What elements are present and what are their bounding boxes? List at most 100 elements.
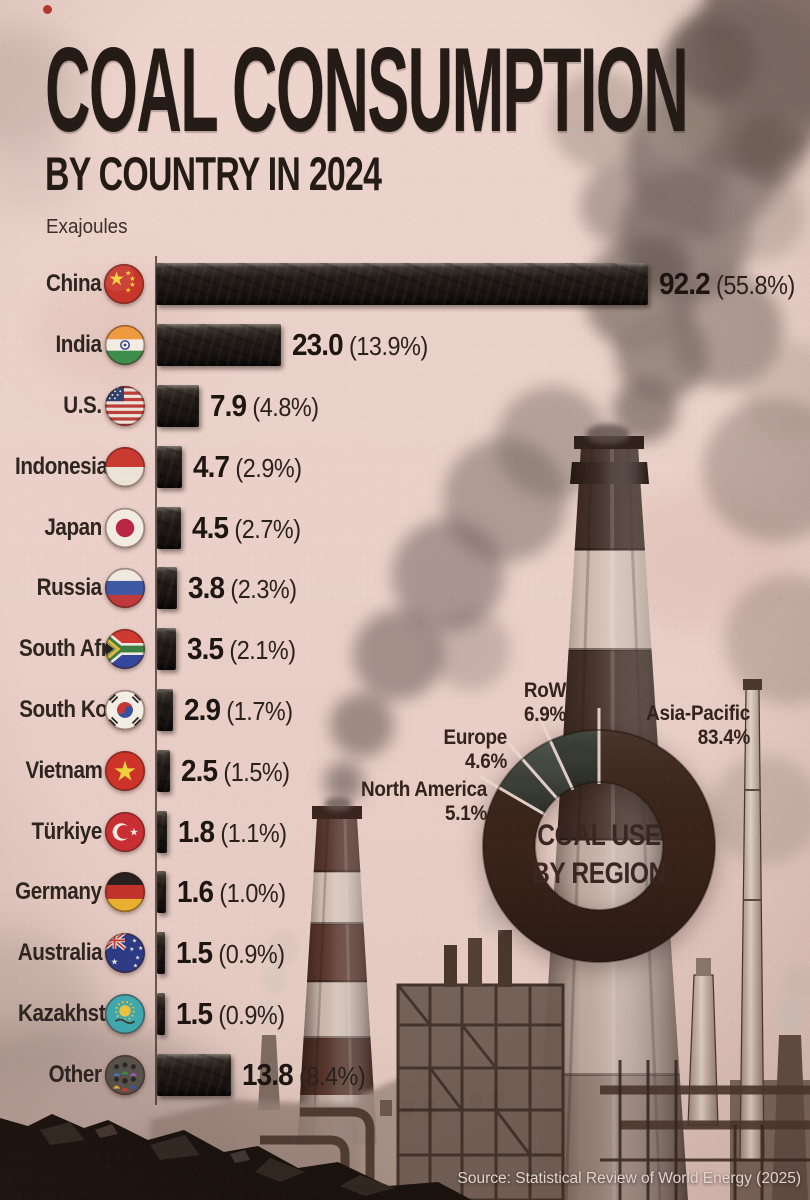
donut-label-north-america: North America 5.1%: [360, 778, 487, 825]
coal-bar: [157, 1053, 232, 1096]
coal-bar: [157, 506, 182, 549]
value-label: 4.5: [192, 509, 229, 545]
svg-text:★: ★: [132, 938, 137, 945]
donut-center-label: COAL USE BY REGION: [532, 819, 666, 891]
percent-label: (1.1%): [220, 817, 287, 848]
percent-label: (1.0%): [218, 878, 286, 909]
flag-turkiye-icon: ★: [102, 811, 148, 853]
svg-text:★: ★: [108, 268, 125, 290]
coal-bar: [156, 263, 649, 306]
svg-text:★: ★: [125, 269, 132, 278]
flag-australia-icon: ★ ★ ★ ★ ★ ★: [102, 932, 148, 974]
bar-chart-axis-line: [155, 256, 157, 1105]
value-label: 13.8: [242, 1056, 294, 1092]
region-donut-chart: [479, 708, 716, 963]
percent-label: (2.7%): [234, 513, 302, 544]
bar-row: Russia 3.8 (2.3%): [0, 558, 810, 619]
bar-row: Australia ★ ★ ★ ★ ★ ★ 1.5 (0.9%): [0, 923, 810, 984]
svg-text:★: ★: [111, 957, 119, 967]
coal-bar: [157, 871, 166, 914]
country-label: Vietnam: [25, 756, 102, 784]
coal-bar: [157, 445, 183, 488]
page-subtitle: BY COUNTRY IN 2024: [45, 147, 382, 200]
value-label: 1.8: [177, 813, 215, 849]
svg-text:★: ★: [138, 945, 143, 952]
value-label: 2.9: [183, 691, 221, 727]
flag-russia-icon: [102, 567, 148, 609]
country-label: Indonesia: [15, 452, 108, 480]
bar-row: Indonesia 4.7 (2.9%): [0, 436, 810, 497]
percent-label: (4.8%): [252, 391, 320, 422]
flag-us-icon: [102, 385, 148, 427]
red-dot: [43, 5, 52, 14]
country-label: Australia: [17, 939, 103, 967]
bar-row: China ★ ★ ★ ★ ★ 92.2 (55.8%): [0, 254, 810, 315]
percent-label: (2.3%): [230, 574, 298, 605]
svg-text:★: ★: [129, 274, 136, 283]
flag-indonesia-icon: [102, 446, 148, 488]
coal-bar: [157, 992, 166, 1035]
bar-row: South Africa 3.5 (2.1%): [0, 619, 810, 680]
flag-germany-icon: [102, 871, 148, 913]
percent-label: (8.4%): [299, 1060, 366, 1091]
value-label: 7.9: [210, 387, 247, 423]
percent-label: (13.9%): [348, 331, 428, 362]
flag-other-icon: [102, 1054, 148, 1096]
bar-row: Other 13.8 (8.4%): [0, 1044, 810, 1105]
coal-bar: [157, 628, 176, 671]
donut-label-asia-pacific: Asia-Pacific 83.4%: [646, 702, 750, 749]
bar-row: U.S. 7.9 (4.8%): [0, 376, 810, 437]
percent-label: (0.9%): [218, 939, 285, 970]
flag-south-africa-icon: [102, 628, 148, 670]
value-label: 1.5: [176, 995, 213, 1031]
svg-text:★: ★: [125, 286, 132, 295]
flag-india-icon: [102, 324, 148, 366]
svg-text:★: ★: [135, 954, 140, 961]
svg-text:★: ★: [133, 963, 138, 970]
coal-bar: [157, 932, 166, 975]
flag-china-icon: ★ ★ ★ ★ ★: [101, 263, 147, 305]
coal-bar: [157, 324, 281, 367]
bar-row: Türkiye ★ 1.8 (1.1%): [0, 801, 810, 862]
country-label: Germany: [15, 878, 103, 906]
percent-label: (1.5%): [223, 756, 291, 787]
country-label: U.S.: [63, 391, 103, 419]
country-label: Russia: [36, 574, 103, 602]
bar-row: South Korea 2.9 (1.7%): [0, 680, 810, 741]
country-label: China: [46, 270, 102, 298]
value-label: 4.7: [193, 448, 230, 484]
svg-text:★: ★: [129, 826, 138, 838]
value-label: 3.8: [188, 570, 225, 606]
percent-label: (0.9%): [218, 999, 285, 1030]
coal-bar: [157, 749, 171, 792]
flag-japan-icon: [102, 507, 148, 549]
bar-row: Kazakhstan 1.5 (0.9%): [0, 984, 810, 1045]
coal-bar: [157, 810, 167, 853]
svg-text:★: ★: [129, 281, 136, 290]
value-label: 1.6: [176, 874, 214, 910]
coal-bar: [157, 688, 173, 731]
percent-label: (2.9%): [235, 452, 303, 483]
donut-label-europe: Europe 4.6%: [443, 726, 508, 773]
svg-text:★: ★: [113, 756, 137, 787]
svg-text:★: ★: [129, 946, 134, 953]
country-label: Japan: [44, 513, 102, 541]
percent-label: (55.8%): [716, 270, 795, 301]
page-title: COAL CONSUMPTION: [45, 23, 689, 157]
bar-row: Japan 4.5 (2.7%): [0, 497, 810, 558]
flag-vietnam-icon: ★: [102, 750, 148, 792]
donut-label-row: RoW 6.9%: [523, 679, 567, 726]
coal-bar: [157, 384, 200, 427]
country-label: India: [55, 331, 102, 359]
value-label: 2.5: [181, 752, 218, 788]
country-label: Other: [49, 1060, 102, 1088]
coal-bar: [157, 567, 178, 610]
flag-south-korea-icon: [102, 689, 148, 731]
value-label: 92.2: [659, 266, 711, 302]
units-label: Exajoules: [46, 216, 128, 238]
percent-label: (1.7%): [225, 695, 293, 726]
bar-row: Vietnam ★ 2.5 (1.5%): [0, 740, 810, 801]
country-label: Türkiye: [31, 817, 103, 845]
